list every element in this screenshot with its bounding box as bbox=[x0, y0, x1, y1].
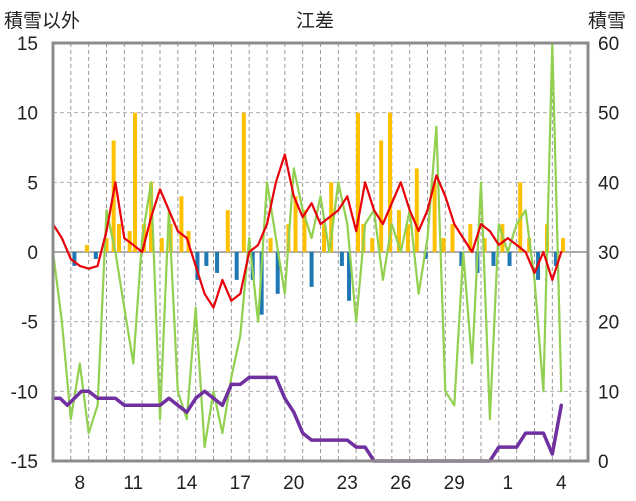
precip-bar bbox=[159, 238, 164, 252]
sunshine-series-line bbox=[51, 41, 563, 449]
x-tick-label: 23 bbox=[337, 473, 358, 494]
left-axis-label: 積雪以外 bbox=[4, 11, 81, 32]
precip-bar bbox=[195, 252, 200, 280]
precip-bar bbox=[507, 252, 512, 266]
precip-bar bbox=[450, 224, 455, 252]
precip-bar bbox=[355, 112, 360, 253]
x-tick-label: 1 bbox=[502, 473, 513, 494]
precip-bar bbox=[379, 140, 384, 252]
precip-bar bbox=[405, 224, 410, 252]
precip-bar bbox=[339, 252, 344, 266]
precip-bar bbox=[432, 182, 437, 252]
precip-bar bbox=[116, 224, 121, 252]
precip-bar bbox=[268, 238, 273, 252]
precip-bar bbox=[225, 210, 230, 252]
y-tick-left: 15 bbox=[17, 34, 38, 55]
precip-bar bbox=[309, 252, 314, 287]
y-tick-left: -15 bbox=[11, 452, 38, 473]
snow-series-line bbox=[51, 375, 564, 463]
precip-bar bbox=[482, 238, 487, 252]
precip-bar bbox=[459, 252, 464, 266]
precip-bar bbox=[396, 210, 401, 252]
x-tick-label: 8 bbox=[74, 473, 85, 494]
temperature-series-line bbox=[51, 153, 563, 309]
right-axis-label: 積雪 bbox=[588, 11, 627, 32]
y-tick-right: 0 bbox=[598, 452, 609, 473]
precip-bar bbox=[322, 224, 327, 252]
x-tick-label: 20 bbox=[283, 473, 304, 494]
y-tick-right: 30 bbox=[598, 243, 619, 264]
precip-bar bbox=[347, 252, 352, 301]
precip-bar bbox=[234, 252, 239, 280]
precip-bar bbox=[388, 112, 393, 253]
y-tick-right: 50 bbox=[598, 104, 619, 125]
y-tick-left: 5 bbox=[27, 173, 38, 194]
x-tick-label: 11 bbox=[123, 473, 143, 494]
y-tick-left: -5 bbox=[21, 313, 38, 334]
precip-bar bbox=[441, 238, 446, 252]
y-tick-left: 0 bbox=[27, 243, 38, 264]
y-tick-left: -10 bbox=[11, 382, 38, 403]
precip-bar bbox=[141, 224, 146, 252]
precip-bar bbox=[275, 252, 280, 294]
y-tick-left: 10 bbox=[17, 104, 38, 125]
x-tick-label: 26 bbox=[390, 473, 411, 494]
precip-bar bbox=[491, 252, 496, 266]
x-tick-label: 17 bbox=[230, 473, 251, 494]
precip-bar bbox=[133, 112, 138, 253]
y-tick-right: 60 bbox=[598, 34, 619, 55]
precip-bar bbox=[93, 252, 98, 259]
precip-bar bbox=[468, 224, 473, 252]
precip-bar bbox=[179, 196, 184, 252]
y-tick-right: 40 bbox=[598, 173, 619, 194]
precip-bar bbox=[215, 252, 220, 273]
y-tick-right: 10 bbox=[598, 382, 619, 403]
precip-bar bbox=[72, 252, 77, 266]
x-tick-label: 4 bbox=[556, 473, 567, 494]
chart-title: 江差 bbox=[296, 11, 335, 32]
precip-bar bbox=[204, 252, 209, 266]
precip-bar bbox=[553, 252, 558, 266]
plot-frame bbox=[51, 41, 590, 463]
precip-bar bbox=[302, 210, 307, 252]
y-tick-right: 20 bbox=[598, 313, 619, 334]
precip-bar bbox=[104, 238, 109, 252]
precip-bar bbox=[414, 168, 419, 252]
precip-bar bbox=[561, 238, 566, 252]
precip-bar bbox=[293, 196, 298, 252]
precip-bar bbox=[241, 112, 246, 253]
precip-bar bbox=[370, 238, 375, 252]
x-tick-label: 14 bbox=[176, 473, 198, 494]
precip-bar bbox=[84, 245, 89, 252]
x-tick-label: 29 bbox=[444, 473, 465, 494]
